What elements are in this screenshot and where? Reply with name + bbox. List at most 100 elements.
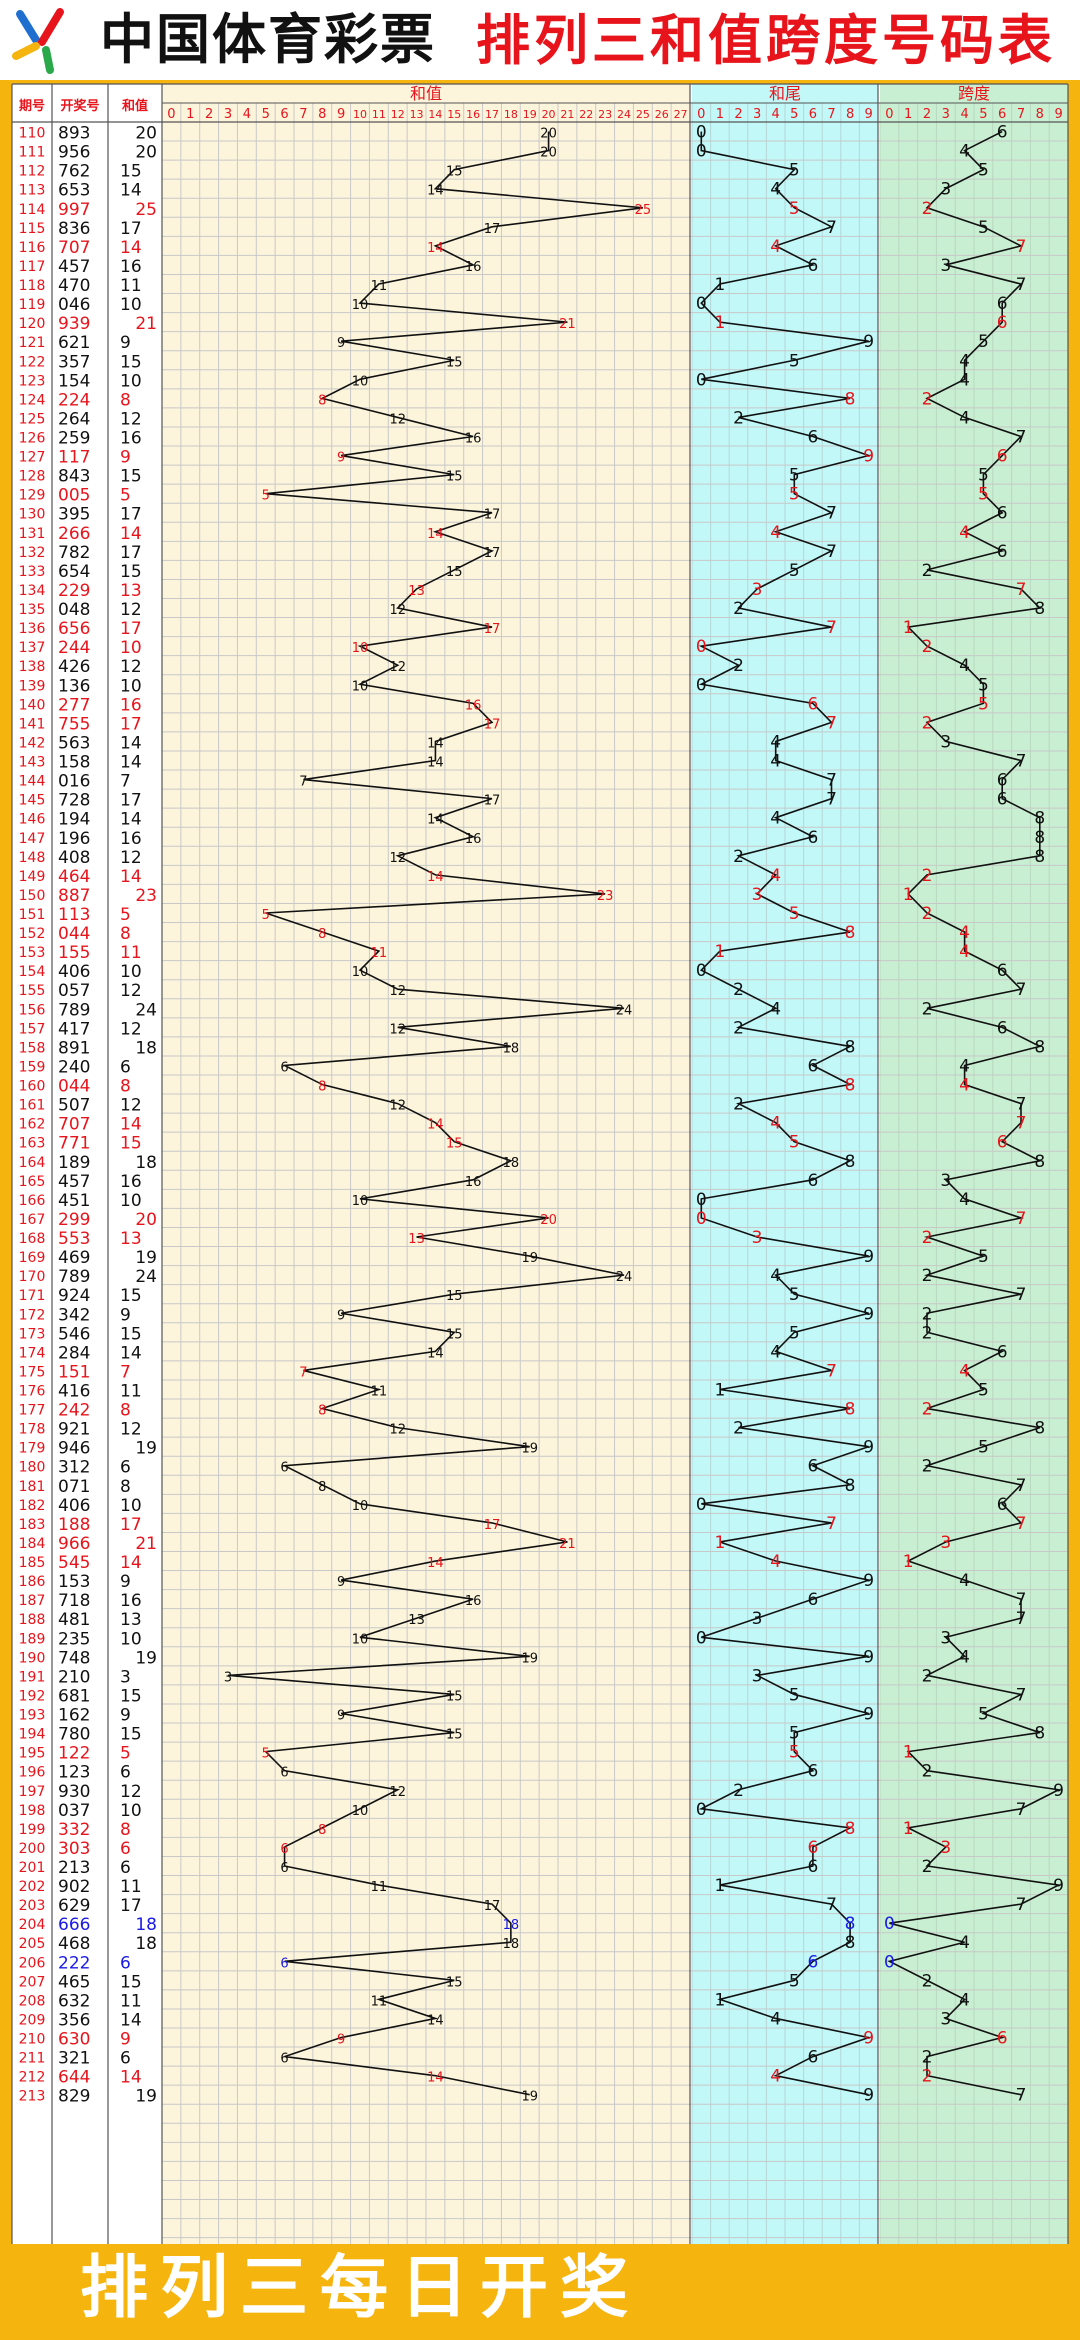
tick-label: 26 — [655, 108, 669, 121]
tail-trend-point: 2 — [733, 1018, 744, 1038]
sum-trend-point: 15 — [446, 565, 463, 580]
tick-label: 24 — [617, 108, 631, 121]
span-trend-point: 4 — [959, 942, 970, 962]
draw-number: 229 — [58, 581, 90, 601]
sum-trend-point: 21 — [559, 1537, 576, 1552]
sum-trend-point: 8 — [318, 1080, 326, 1095]
draw-number: 653 — [58, 181, 90, 201]
sum-trend-point: 21 — [559, 317, 576, 332]
issue-number: 177 — [19, 1403, 46, 1419]
span-trend-point: 1 — [903, 1743, 914, 1763]
tail-trend-point: 9 — [863, 2086, 874, 2106]
sum-trend-point: 10 — [352, 298, 369, 313]
span-trend-point: 4 — [959, 656, 970, 676]
span-trend-point: 7 — [1016, 1609, 1027, 1629]
issue-number: 147 — [19, 831, 46, 847]
tick-label: 22 — [579, 108, 593, 121]
sum-trend-point: 17 — [484, 717, 501, 732]
sum-trend-point: 12 — [389, 1785, 406, 1800]
tail-trend-point: 8 — [845, 1476, 856, 1496]
sum-value: 14 — [120, 2068, 142, 2088]
issue-number: 168 — [19, 1231, 46, 1247]
sum-value: 3 — [120, 1667, 131, 1687]
issue-number: 142 — [19, 735, 46, 751]
tail-trend-point: 0 — [696, 675, 707, 695]
sum-value: 18 — [135, 1915, 157, 1935]
sum-trend-point: 18 — [503, 1041, 520, 1056]
span-trend-point: 4 — [959, 1190, 970, 1210]
draw-number: 930 — [58, 1782, 90, 1802]
tail-trend-point: 9 — [863, 1438, 874, 1458]
span-trend-point: 3 — [940, 732, 951, 752]
tail-trend-point: 5 — [789, 1323, 800, 1343]
sum-value: 14 — [120, 238, 142, 258]
draw-number: 728 — [58, 791, 90, 811]
sum-value: 14 — [120, 810, 142, 830]
draw-number: 946 — [58, 1439, 90, 1459]
span-trend-point: 6 — [997, 1342, 1008, 1362]
tail-trend-point: 1 — [714, 1990, 725, 2010]
tail-trend-point: 7 — [826, 542, 837, 562]
sum-trend-point: 8 — [318, 927, 326, 942]
span-trend-point: 4 — [959, 923, 970, 943]
draw-number: 507 — [58, 1096, 90, 1116]
tail-trend-point: 8 — [845, 1819, 856, 1839]
issue-number: 169 — [19, 1250, 46, 1266]
draw-number: 417 — [58, 1019, 90, 1039]
tail-trend-point: 0 — [696, 1209, 707, 1229]
issue-number: 166 — [19, 1193, 46, 1209]
issue-number: 170 — [19, 1269, 46, 1285]
sum-value: 6 — [120, 1858, 131, 1878]
draw-number: 057 — [58, 981, 90, 1001]
draw-number: 136 — [58, 676, 90, 696]
sum-trend-point: 5 — [262, 908, 270, 923]
draw-number: 939 — [58, 314, 90, 334]
tick-label: 10 — [353, 108, 367, 121]
draw-number: 189 — [58, 1153, 90, 1173]
sum-value: 10 — [120, 295, 142, 315]
tail-trend-point: 4 — [770, 809, 781, 829]
sum-trend-point: 9 — [337, 1308, 345, 1323]
sum-value: 13 — [120, 1229, 142, 1249]
draw-number: 357 — [58, 352, 90, 372]
sum-value: 5 — [120, 486, 131, 506]
issue-number: 161 — [19, 1098, 46, 1114]
draw-number: 194 — [58, 810, 90, 830]
sum-value: 8 — [120, 1820, 131, 1840]
draw-number: 213 — [58, 1858, 90, 1878]
issue-number: 211 — [19, 2051, 46, 2067]
sum-value: 24 — [135, 1267, 157, 1287]
tail-trend-point: 6 — [807, 828, 818, 848]
tail-trend-point: 9 — [863, 447, 874, 467]
sum-value: 13 — [120, 581, 142, 601]
span-trend-point: 2 — [922, 1762, 933, 1782]
sum-value: 9 — [120, 1572, 131, 1592]
span-trend-point: 5 — [978, 694, 989, 714]
sum-trend-point: 12 — [389, 1423, 406, 1438]
span-trend-point: 2 — [922, 1857, 933, 1877]
draw-number: 240 — [58, 1057, 90, 1077]
draw-number: 654 — [58, 562, 90, 582]
issue-number: 124 — [19, 392, 46, 408]
tail-trend-point: 0 — [696, 142, 707, 162]
draw-number: 044 — [58, 1077, 90, 1097]
span-trend-point: 5 — [978, 485, 989, 505]
draw-number: 151 — [58, 1362, 90, 1382]
tail-trend-point: 4 — [770, 1552, 781, 1572]
tail-trend-point: 6 — [807, 694, 818, 714]
sum-value: 16 — [120, 1591, 142, 1611]
issue-number: 139 — [19, 678, 46, 694]
sum-trend-point: 10 — [352, 1194, 369, 1209]
issue-number: 185 — [19, 1555, 46, 1571]
sum-value: 16 — [120, 695, 142, 715]
tail-trend-point: 7 — [826, 504, 837, 524]
draw-number: 468 — [58, 1934, 90, 1954]
issue-number: 150 — [19, 888, 46, 904]
draw-number: 153 — [58, 1572, 90, 1592]
issue-number: 112 — [19, 164, 46, 180]
tick-label: 7 — [827, 107, 835, 122]
span-trend-point: 2 — [922, 637, 933, 657]
tail-trend-point: 6 — [807, 1590, 818, 1610]
tail-trend-point: 3 — [752, 1666, 763, 1686]
sum-value: 6 — [120, 1953, 131, 1973]
